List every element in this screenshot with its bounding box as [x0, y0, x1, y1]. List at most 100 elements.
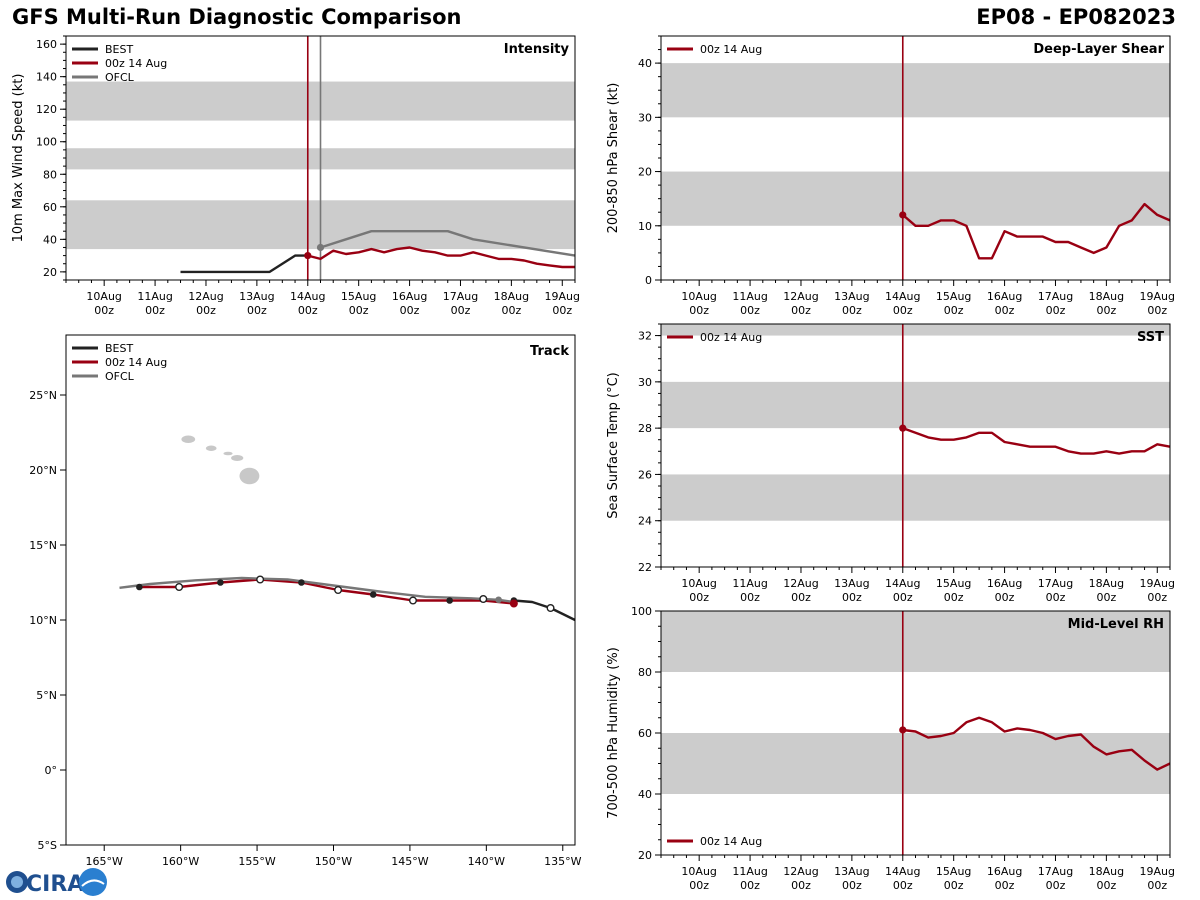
series-line-ofcl — [320, 229, 576, 257]
x-tick-label-date: 13Aug — [834, 577, 869, 590]
x-tick-label-hour: 00z — [196, 304, 216, 317]
y-axis-label: 700-500 hPa Humidity (%) — [606, 647, 621, 819]
track-point-open — [175, 583, 184, 592]
track-point-filled — [136, 583, 143, 591]
x-tick-label-date: 11Aug — [732, 865, 767, 878]
ofcl-start-marker — [495, 596, 502, 604]
x-tick-label-hour: 00z — [1096, 591, 1116, 604]
legend-label: 00z 14 Aug — [105, 57, 167, 70]
x-tick-label-hour: 00z — [349, 304, 369, 317]
x-tick-label-date: 17Aug — [1038, 865, 1073, 878]
x-tick-label-hour: 00z — [944, 879, 964, 892]
island-land — [239, 467, 260, 485]
series-start-marker — [899, 211, 907, 219]
y-tick-label: 140 — [36, 71, 57, 84]
series-start-marker — [316, 243, 325, 252]
track-point-open — [334, 586, 343, 595]
x-tick-label-hour: 00z — [451, 304, 471, 317]
track-point-open — [546, 604, 555, 613]
lat-tick-label: 5°N — [36, 689, 57, 702]
y-tick-label: 100 — [631, 605, 652, 618]
lon-tick-label: 165°W — [86, 855, 123, 868]
x-tick-label-date: 17Aug — [1038, 290, 1073, 303]
y-tick-label: 80 — [43, 168, 57, 181]
chart-rh: 10Aug00z11Aug00z12Aug00z13Aug00z14Aug00z… — [606, 605, 1175, 892]
threshold-band — [661, 474, 1170, 521]
lon-tick-label: 135°W — [544, 855, 581, 868]
x-tick-label-hour: 00z — [1147, 591, 1167, 604]
y-tick-label: 20 — [638, 166, 652, 179]
x-tick-label-hour: 00z — [995, 591, 1015, 604]
panel-title: Intensity — [504, 42, 570, 57]
run-start-marker — [509, 599, 518, 608]
x-tick-label-date: 10Aug — [681, 865, 716, 878]
y-tick-label: 60 — [638, 727, 652, 740]
y-tick-label: 40 — [43, 233, 57, 246]
threshold-band — [661, 611, 1170, 672]
x-tick-label-hour: 00z — [944, 304, 964, 317]
x-tick-label-date: 11Aug — [732, 577, 767, 590]
x-tick-label-hour: 00z — [1147, 304, 1167, 317]
cira-logo: CIRA — [6, 868, 107, 897]
track-point-filled — [298, 579, 305, 586]
lon-tick-label: 160°W — [162, 855, 199, 868]
series-start-marker — [304, 252, 312, 260]
x-tick-label-date: 18Aug — [1089, 865, 1124, 878]
x-tick-label-hour: 00z — [842, 591, 862, 604]
x-tick-label-date: 13Aug — [239, 290, 274, 303]
lat-tick-label: 20°N — [29, 464, 57, 477]
series-line-00z-14-aug — [902, 426, 1171, 455]
panel-title: Deep-Layer Shear — [1033, 42, 1164, 57]
y-tick-label: 24 — [638, 515, 652, 528]
legend-label: OFCL — [105, 71, 135, 84]
y-axis-label: Sea Surface Temp (°C) — [606, 372, 621, 519]
storm-id-title: EP08 - EP082023 — [976, 5, 1176, 29]
cira-globe-inner-icon — [11, 876, 23, 888]
legend-label: 00z 14 Aug — [105, 356, 167, 369]
x-tick-label-hour: 00z — [145, 304, 165, 317]
series-line-00z-14-aug — [902, 202, 1171, 260]
x-tick-label-date: 16Aug — [987, 865, 1022, 878]
series-start-marker — [899, 424, 907, 432]
figure-title: GFS Multi-Run Diagnostic Comparison — [12, 5, 462, 29]
lon-tick-label: 140°W — [468, 855, 505, 868]
legend-label: 00z 14 Aug — [700, 835, 762, 848]
x-tick-label-date: 14Aug — [290, 290, 325, 303]
y-tick-label: 120 — [36, 103, 57, 116]
track-point-filled — [446, 597, 453, 604]
cira-satellite-icon — [79, 868, 107, 896]
x-tick-label-date: 19Aug — [545, 290, 580, 303]
x-tick-label-hour: 00z — [1096, 879, 1116, 892]
x-tick-label-hour: 00z — [740, 879, 760, 892]
island-land — [223, 451, 233, 456]
x-tick-label-date: 17Aug — [443, 290, 478, 303]
x-tick-label-date: 13Aug — [834, 865, 869, 878]
x-tick-label-hour: 00z — [298, 304, 318, 317]
x-tick-label-hour: 00z — [1046, 879, 1066, 892]
x-tick-label-hour: 00z — [791, 304, 811, 317]
x-tick-label-hour: 00z — [247, 304, 267, 317]
lon-tick-label: 145°W — [391, 855, 428, 868]
x-tick-label-hour: 00z — [995, 304, 1015, 317]
x-tick-label-date: 12Aug — [783, 577, 818, 590]
track-point-filled — [217, 579, 224, 586]
track-point-open — [256, 575, 265, 584]
y-tick-label: 22 — [638, 561, 652, 574]
y-axis-label: 200-850 hPa Shear (kt) — [606, 83, 621, 234]
island-land — [205, 445, 217, 451]
x-tick-label-hour: 00z — [893, 304, 913, 317]
series-line-00z-14-aug — [307, 246, 575, 269]
x-tick-label-date: 15Aug — [341, 290, 376, 303]
x-tick-label-date: 10Aug — [86, 290, 121, 303]
y-tick-label: 160 — [36, 38, 57, 51]
x-tick-label-date: 15Aug — [936, 290, 971, 303]
x-tick-label-hour: 00z — [944, 591, 964, 604]
plot-frame — [65, 334, 576, 846]
x-tick-label-hour: 00z — [1147, 879, 1167, 892]
x-tick-label-hour: 00z — [893, 879, 913, 892]
lon-tick-label: 150°W — [315, 855, 352, 868]
x-tick-label-date: 11Aug — [732, 290, 767, 303]
y-tick-label: 30 — [638, 111, 652, 124]
y-tick-label: 100 — [36, 136, 57, 149]
legend-label: 00z 14 Aug — [700, 331, 762, 344]
